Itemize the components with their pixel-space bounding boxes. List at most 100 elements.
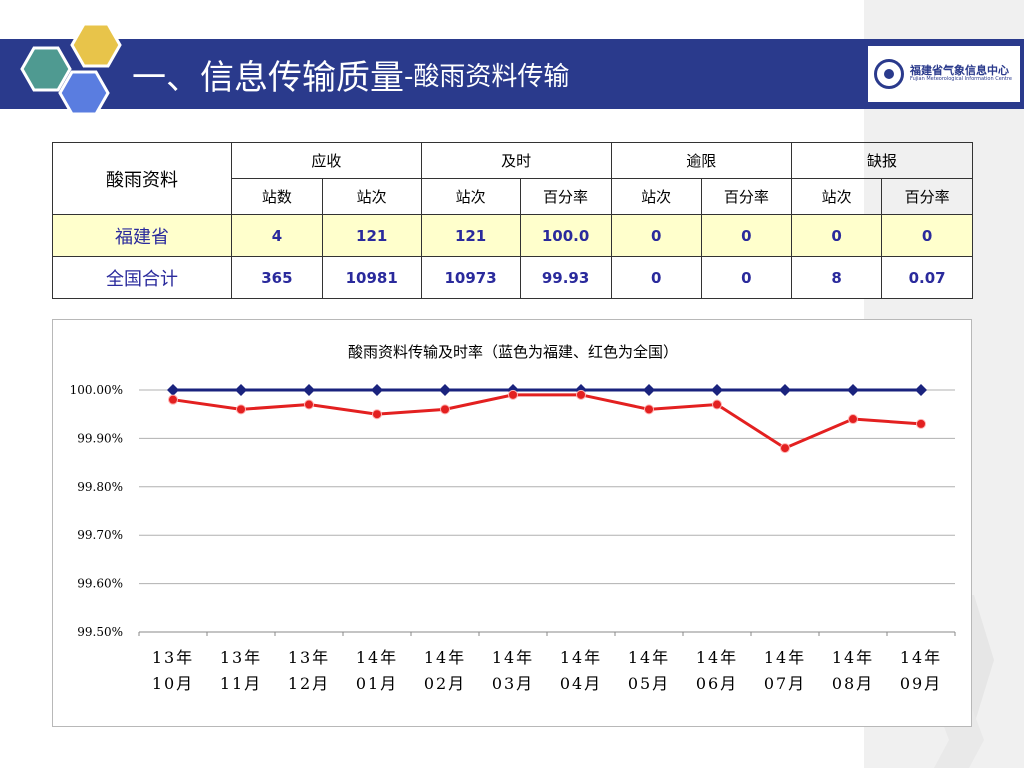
row-label: 全国合计 (51, 256, 233, 299)
x-tick-label: 03月 (492, 674, 534, 693)
org-name-en: Fujian Meteorological Information Centre (910, 76, 1012, 83)
table-cell: 0 (610, 256, 702, 299)
data-point-fujian (711, 384, 723, 396)
x-tick-label: 14年 (696, 648, 738, 667)
x-tick-label: 06月 (696, 674, 738, 693)
x-tick-label: 13年 (220, 648, 262, 667)
x-tick-label: 11月 (220, 674, 262, 693)
table-cell: 0 (881, 214, 973, 257)
hexagon-blue (58, 70, 110, 116)
data-point-national (372, 409, 382, 420)
x-tick-label: 05月 (628, 674, 670, 693)
table-cell: 100.0 (519, 214, 612, 257)
y-tick-label: 100.00% (70, 383, 123, 397)
chart-title: 酸雨资料传输及时率（蓝色为福建、红色为全国） (348, 343, 678, 361)
subheader: 百分率 (519, 178, 612, 215)
data-point-national (576, 389, 586, 400)
org-emblem-icon (874, 59, 904, 89)
data-point-fujian (371, 384, 383, 396)
org-name-cn: 福建省气象信息中心 (910, 64, 1009, 78)
table-cell: 8 (790, 256, 883, 299)
group-header-missing: 缺报 (791, 142, 973, 179)
subheader: 站次 (420, 178, 521, 215)
subheader: 站次 (610, 178, 702, 215)
table-cell: 365 (231, 256, 323, 299)
data-point-national (236, 404, 246, 415)
data-point-national (916, 418, 926, 429)
title-main: 一、信息传输质量 (132, 57, 404, 98)
data-point-fujian (235, 384, 247, 396)
x-tick-label: 09月 (900, 674, 942, 693)
x-tick-label: 08月 (832, 674, 874, 693)
data-point-national (780, 443, 790, 454)
hexagon-teal (20, 46, 72, 92)
subheader: 百分率 (881, 178, 973, 215)
x-tick-label: 13年 (152, 648, 194, 667)
data-point-national (440, 404, 450, 415)
data-point-national (168, 394, 178, 405)
x-tick-label: 04月 (560, 674, 602, 693)
table-row-fujian: 福建省 4 121 121 100.0 0 0 0 0 (51, 214, 973, 257)
table-cell: 10981 (321, 256, 422, 299)
x-tick-label: 02月 (424, 674, 466, 693)
x-tick-label: 13年 (288, 648, 330, 667)
table-cell: 10973 (420, 256, 521, 299)
data-point-national (712, 399, 722, 410)
data-point-fujian (439, 384, 451, 396)
table-cell: 121 (420, 214, 521, 257)
table-row-national: 全国合计 365 10981 10973 99.93 0 0 8 0.07 (51, 256, 973, 299)
table-cell: 0 (790, 214, 883, 257)
x-tick-label: 10月 (152, 674, 194, 693)
table-cell: 4 (231, 214, 323, 257)
y-tick-label: 99.90% (77, 431, 123, 445)
x-tick-label: 07月 (764, 674, 806, 693)
data-point-fujian (303, 384, 315, 396)
data-point-national (508, 389, 518, 400)
data-point-fujian (847, 384, 859, 396)
title-sub: -酸雨资料传输 (404, 61, 570, 92)
x-tick-label: 14年 (356, 648, 398, 667)
y-tick-label: 99.70% (77, 528, 123, 542)
table-cell: 0 (700, 214, 793, 257)
title-banner (0, 39, 864, 109)
group-header-timely: 及时 (420, 142, 612, 179)
row-label: 福建省 (51, 214, 233, 257)
x-tick-label: 14年 (764, 648, 806, 667)
x-tick-label: 14年 (832, 648, 874, 667)
x-tick-label: 14年 (560, 648, 602, 667)
subheader: 百分率 (700, 178, 793, 215)
y-tick-label: 99.60% (77, 577, 123, 591)
hexagon-logo-cluster (0, 0, 140, 130)
timeliness-chart: 酸雨资料传输及时率（蓝色为福建、红色为全国） 100.00% 99.90% 99.8… (52, 319, 972, 727)
group-header-received: 应收 (231, 142, 422, 179)
page-title: 一、信息传输质量 -酸雨资料传输 (132, 47, 569, 101)
table-cell: 0.07 (881, 256, 973, 299)
hexagon-gold (70, 22, 122, 68)
subheader: 站次 (790, 178, 883, 215)
table-cell: 0 (700, 256, 793, 299)
subheader: 站次 (321, 178, 422, 215)
data-point-national (644, 404, 654, 415)
x-tick-label: 01月 (356, 674, 398, 693)
table-cell: 99.93 (519, 256, 612, 299)
timeliness-line-chart: 酸雨资料传输及时率（蓝色为福建、红色为全国） 100.00% 99.90% 99.8… (70, 343, 956, 693)
acid-rain-transmission-table: 酸雨资料 应收 及时 逾限 缺报 站数 站次 站次 百分率 站次 百分率 站次 … (51, 142, 973, 299)
x-tick-label: 14年 (900, 648, 942, 667)
table-corner-header: 酸雨资料 (51, 142, 233, 215)
data-point-fujian (643, 384, 655, 396)
subheader: 站数 (231, 178, 323, 215)
y-tick-label: 99.50% (77, 625, 123, 639)
group-header-overdue: 逾限 (610, 142, 793, 179)
data-point-fujian (779, 384, 791, 396)
x-tick-label: 14年 (424, 648, 466, 667)
y-tick-label: 99.80% (77, 480, 123, 494)
data-point-national (848, 414, 858, 425)
x-tick-label: 12月 (288, 674, 330, 693)
data-point-national (304, 399, 314, 410)
x-tick-label: 14年 (492, 648, 534, 667)
org-logo: 福建省气象信息中心 Fujian Meteorological Informat… (868, 46, 1020, 102)
table-cell: 121 (321, 214, 422, 257)
table-cell: 0 (610, 214, 702, 257)
data-point-fujian (167, 384, 179, 396)
series-line-1 (172, 393, 922, 450)
